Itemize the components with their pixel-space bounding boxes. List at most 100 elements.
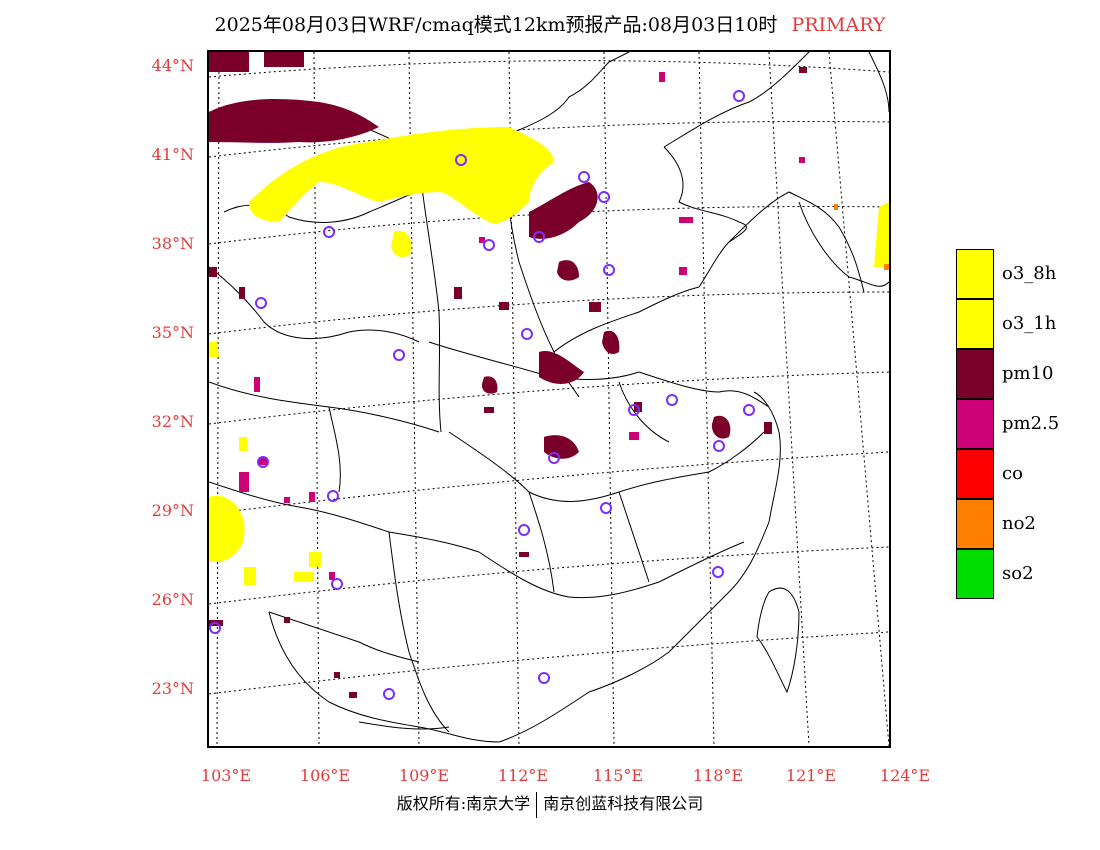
no2-areas <box>834 204 889 270</box>
lat-label-29: 29°N <box>151 501 194 520</box>
pm25-patch <box>799 157 805 163</box>
pm25-areas <box>239 72 805 580</box>
lon-label-106: 106°E <box>299 766 351 785</box>
station-marker <box>733 90 745 102</box>
station-marker <box>666 394 678 406</box>
station-marker <box>327 490 339 502</box>
legend-label: no2 <box>1002 513 1036 534</box>
copyright-left: 版权所有:南京大学 <box>396 794 531 813</box>
o3-patch <box>309 552 321 567</box>
boundary-lines <box>209 52 889 743</box>
pm10-patch <box>589 302 601 312</box>
pm10-patch <box>764 422 772 434</box>
pm25-patch <box>329 572 335 580</box>
gridline-32n <box>209 371 889 425</box>
station-marker <box>483 239 495 251</box>
station-marker <box>600 502 612 514</box>
station-marker <box>383 688 395 700</box>
gridline-115e <box>603 52 615 746</box>
station-marker <box>323 226 335 238</box>
legend-label: so2 <box>1002 563 1034 584</box>
station-marker <box>713 440 725 452</box>
pm10-patch <box>349 692 357 698</box>
gridline-44n <box>209 60 889 78</box>
pm25-patch <box>239 472 249 492</box>
station-marker <box>743 404 755 416</box>
pm10-area <box>602 330 620 354</box>
gridline-118e <box>698 52 715 746</box>
taiwan-outline <box>756 587 800 694</box>
pm10-patch <box>239 287 245 299</box>
pm10-patch <box>209 267 217 277</box>
gridline-103e <box>216 52 220 746</box>
o3-area-west <box>209 342 219 357</box>
primary-tag: PRIMARY <box>791 14 886 36</box>
station-marker <box>518 524 530 536</box>
o3-areas <box>209 127 889 585</box>
no2-patch <box>884 264 889 270</box>
station-marker <box>455 154 467 166</box>
station-marker <box>598 191 610 203</box>
legend-label: o3_1h <box>1002 313 1057 334</box>
o3-patch <box>294 572 314 582</box>
station-marker <box>393 349 405 361</box>
pm25-patch <box>679 267 687 275</box>
station-marker <box>538 672 550 684</box>
o3-patch <box>244 567 256 585</box>
pm10-area-northwest <box>209 99 379 143</box>
lat-label-32: 32°N <box>151 412 194 431</box>
pm10-patch <box>499 302 509 310</box>
legend-swatch <box>956 499 994 549</box>
copyright-footer: 版权所有:南京大学 南京创蓝科技有限公司 <box>0 790 1100 818</box>
pm10-area <box>481 376 498 394</box>
lon-label-103: 103°E <box>200 766 252 785</box>
legend-label: pm10 <box>1002 363 1054 384</box>
lat-label-44: 44°N <box>151 56 194 75</box>
station-marker <box>255 297 267 309</box>
pm25-patch <box>259 457 267 465</box>
station-marker <box>521 328 533 340</box>
legend-label: o3_8h <box>1002 263 1057 284</box>
forecast-map <box>207 50 891 748</box>
o3-area-north <box>249 127 554 224</box>
map-title-main: 2025年08月03日WRF/cmaq模式12km预报产品:08月03日10时 <box>214 14 778 36</box>
pm10-patch <box>799 67 807 73</box>
gridline-26n <box>209 546 889 605</box>
no2-patch <box>834 204 838 210</box>
o3-area-east <box>874 202 889 267</box>
legend-swatch <box>956 449 994 499</box>
pm25-patch <box>254 377 260 392</box>
lon-label-115: 115°E <box>592 766 644 785</box>
lat-label-26: 26°N <box>151 590 194 609</box>
station-markers <box>209 90 755 700</box>
pm10-patch <box>454 287 462 299</box>
pm25-patch <box>629 432 639 440</box>
station-marker <box>257 456 269 468</box>
pm10-patch <box>484 407 494 413</box>
map-svg <box>209 52 889 746</box>
o3-patch <box>239 437 247 451</box>
gridline-41n <box>209 120 889 158</box>
pm10-patch <box>284 617 290 623</box>
lat-label-35: 35°N <box>151 323 194 342</box>
pm10-area-top <box>209 52 249 72</box>
pm10-area-henan <box>539 351 584 384</box>
o3-area-southwest <box>209 495 245 562</box>
lon-label-124: 124°E <box>879 766 931 785</box>
legend-label: pm2.5 <box>1002 413 1060 434</box>
pm10-patch <box>519 552 529 557</box>
legend-swatch <box>956 249 994 299</box>
gridline-121e <box>768 52 810 746</box>
pm10-areas <box>209 52 807 698</box>
pm25-patch <box>659 72 665 82</box>
lat-label-38: 38°N <box>151 234 194 253</box>
footer-separator <box>536 791 538 818</box>
gridline-23n <box>209 631 889 695</box>
station-marker <box>712 566 724 578</box>
lat-label-23: 23°N <box>151 679 194 698</box>
legend-swatch <box>956 549 994 599</box>
pm25-patch <box>479 237 485 243</box>
pm10-area-top <box>264 52 304 67</box>
pm10-area-shanghai <box>711 415 731 439</box>
station-marker <box>603 264 615 276</box>
